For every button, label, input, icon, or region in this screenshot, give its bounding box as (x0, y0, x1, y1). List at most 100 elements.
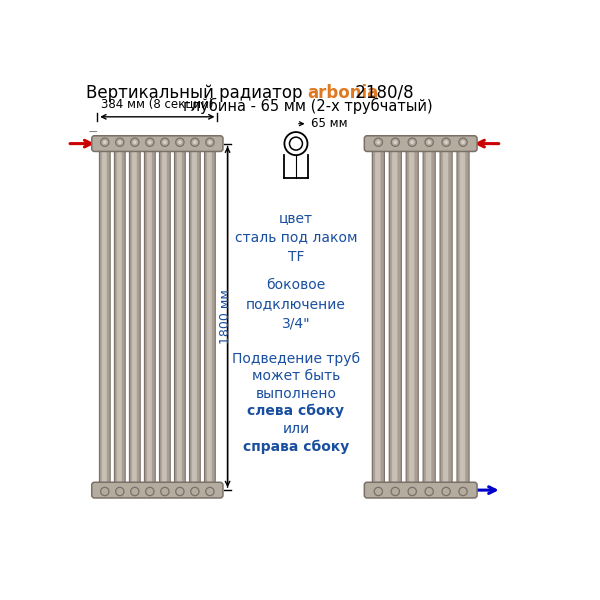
FancyBboxPatch shape (192, 150, 197, 484)
FancyBboxPatch shape (406, 148, 418, 486)
Circle shape (208, 140, 212, 144)
FancyBboxPatch shape (122, 148, 125, 485)
FancyBboxPatch shape (145, 148, 155, 486)
FancyBboxPatch shape (415, 148, 418, 485)
Circle shape (459, 138, 467, 146)
Circle shape (116, 138, 124, 146)
FancyBboxPatch shape (432, 148, 434, 485)
Circle shape (391, 138, 400, 146)
FancyBboxPatch shape (115, 148, 125, 486)
FancyBboxPatch shape (92, 136, 223, 151)
FancyBboxPatch shape (101, 150, 107, 484)
Text: слева сбоку: слева сбоку (247, 404, 344, 418)
Circle shape (148, 140, 152, 144)
Circle shape (284, 132, 308, 155)
Text: 65 мм: 65 мм (311, 117, 348, 130)
Circle shape (459, 487, 467, 496)
Circle shape (442, 487, 450, 496)
FancyBboxPatch shape (175, 148, 185, 486)
Circle shape (206, 138, 214, 146)
FancyBboxPatch shape (409, 150, 414, 484)
Circle shape (442, 138, 450, 146)
FancyBboxPatch shape (443, 150, 448, 484)
FancyBboxPatch shape (176, 150, 182, 484)
Circle shape (289, 137, 302, 150)
FancyBboxPatch shape (100, 148, 103, 485)
Text: Подведение труб: Подведение труб (232, 352, 360, 365)
FancyBboxPatch shape (100, 148, 110, 486)
Circle shape (394, 140, 397, 144)
FancyBboxPatch shape (389, 148, 401, 486)
FancyBboxPatch shape (390, 148, 392, 485)
Circle shape (146, 138, 154, 146)
Circle shape (191, 138, 199, 146)
FancyBboxPatch shape (130, 148, 133, 485)
Circle shape (408, 487, 416, 496)
Circle shape (425, 138, 433, 146)
FancyBboxPatch shape (152, 148, 155, 485)
FancyBboxPatch shape (205, 148, 208, 485)
Circle shape (206, 487, 214, 496)
Circle shape (118, 140, 122, 144)
Circle shape (176, 138, 184, 146)
Circle shape (101, 138, 109, 146)
FancyBboxPatch shape (449, 148, 451, 485)
FancyBboxPatch shape (373, 148, 385, 486)
Circle shape (116, 487, 124, 496)
FancyBboxPatch shape (160, 148, 170, 486)
Circle shape (161, 487, 169, 496)
FancyBboxPatch shape (466, 148, 469, 485)
FancyBboxPatch shape (398, 148, 401, 485)
FancyBboxPatch shape (137, 148, 140, 485)
Text: может быть: может быть (252, 369, 340, 383)
Text: 2180/8: 2180/8 (308, 83, 413, 101)
Circle shape (176, 487, 184, 496)
Text: боковое
подключение
3/4": боковое подключение 3/4" (246, 278, 346, 331)
FancyBboxPatch shape (364, 136, 477, 151)
FancyBboxPatch shape (205, 148, 215, 486)
FancyBboxPatch shape (212, 148, 215, 485)
FancyBboxPatch shape (116, 150, 122, 484)
Circle shape (103, 140, 107, 144)
Text: цвет
сталь под лаком
TF: цвет сталь под лаком TF (235, 211, 357, 263)
Circle shape (131, 138, 139, 146)
FancyBboxPatch shape (92, 482, 223, 498)
FancyBboxPatch shape (375, 150, 380, 484)
FancyBboxPatch shape (175, 148, 178, 485)
Circle shape (391, 487, 400, 496)
Circle shape (374, 138, 382, 146)
FancyBboxPatch shape (373, 148, 376, 485)
Circle shape (191, 487, 199, 496)
Circle shape (101, 487, 109, 496)
Text: 384 мм (8 секций): 384 мм (8 секций) (101, 97, 214, 110)
FancyBboxPatch shape (146, 150, 152, 484)
Text: справа сбоку: справа сбоку (243, 439, 349, 454)
FancyBboxPatch shape (407, 148, 409, 485)
FancyBboxPatch shape (167, 148, 170, 485)
FancyBboxPatch shape (182, 148, 185, 485)
Circle shape (133, 140, 137, 144)
FancyBboxPatch shape (190, 148, 200, 486)
FancyBboxPatch shape (107, 148, 110, 485)
Circle shape (374, 487, 382, 496)
FancyBboxPatch shape (440, 148, 443, 485)
FancyBboxPatch shape (130, 148, 140, 486)
Circle shape (427, 140, 431, 144)
Text: глубина - 65 мм (2-х трубчатый): глубина - 65 мм (2-х трубчатый) (182, 97, 433, 113)
FancyBboxPatch shape (440, 148, 452, 486)
Circle shape (425, 487, 433, 496)
Text: выполнено: выполнено (256, 386, 337, 401)
Text: или: или (283, 422, 310, 436)
Circle shape (444, 140, 448, 144)
FancyBboxPatch shape (381, 148, 383, 485)
FancyBboxPatch shape (364, 482, 477, 498)
FancyBboxPatch shape (131, 150, 137, 484)
FancyBboxPatch shape (425, 150, 431, 484)
Text: 1800 мм: 1800 мм (219, 289, 232, 344)
FancyBboxPatch shape (160, 148, 163, 485)
FancyBboxPatch shape (457, 148, 469, 486)
Circle shape (163, 140, 167, 144)
FancyBboxPatch shape (197, 148, 200, 485)
Circle shape (461, 140, 465, 144)
FancyBboxPatch shape (423, 148, 435, 486)
